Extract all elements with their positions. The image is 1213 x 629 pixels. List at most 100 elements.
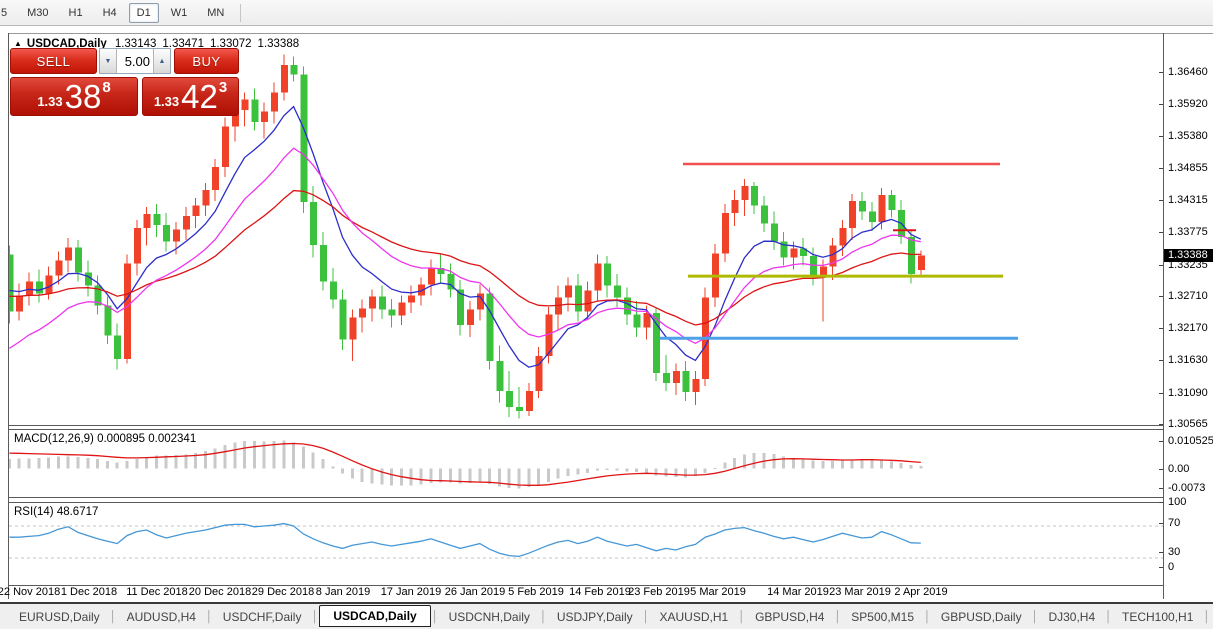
current-price-tag: 1.33388 [1164,248,1213,262]
toolbar-separator [240,3,242,22]
collapse-arrow-icon[interactable]: ▲ [14,39,22,48]
volume-decrease-icon[interactable]: ▼ [100,49,117,73]
timeframe-M30[interactable]: M30 [27,6,49,19]
ohlc-low: 1.33072 [209,38,252,50]
axis-tick [1159,232,1163,234]
chart-tab-USDCAD-Daily[interactable]: USDCAD,Daily [319,604,431,627]
timeframe-5[interactable]: 5 [1,6,8,19]
axis-tick [1159,552,1163,553]
tab-separator: │ [1031,610,1039,623]
chart-tab-USDCHF-Daily[interactable]: USDCHF,Daily [222,609,302,624]
timeframe-W1[interactable]: W1 [170,6,188,19]
pane-splitter-2a[interactable] [8,497,1164,498]
tab-separator: │ [834,610,842,623]
axis-separator-line [1163,33,1164,599]
axis-tick [1159,440,1163,442]
price-axis-label: 1.34315 [1168,194,1208,207]
buy-price-pips: 42 [181,78,218,115]
chart-tab-XAUUSD-H1[interactable]: XAUUSD,H1 [659,609,729,624]
rsi-label: RSI(14) 48.6717 [14,506,99,518]
axis-tick [1159,72,1163,73]
symbol-name: USDCAD,Daily [26,38,107,50]
macd-canvas[interactable] [9,430,1163,497]
price-axis[interactable]: 1.36460 1.35920 1.35380 1.34855 1.34315 1.337… [1159,26,1213,599]
timeframe-H4[interactable]: H4 [102,6,117,19]
axis-tick [1159,392,1163,394]
rsi-line [9,522,921,558]
tab-separator: │ [205,610,213,623]
main-price-canvas[interactable] [9,34,1163,425]
axis-tick [1159,487,1163,489]
pane-splitter-1a[interactable] [8,425,1164,426]
chart-tab-TECH100-H1[interactable]: TECH100,H1 [1122,609,1194,624]
chart-tab-AUDUSD-H4[interactable]: AUDUSD,H4 [126,609,196,624]
price-axis-label: 1.34855 [1168,161,1208,174]
sell-price-panel[interactable]: 1.33 38 8 [10,77,138,116]
buy-price-point: 3 [218,79,228,96]
chart-frame-top [8,33,1213,34]
macd-axis-label: 0.010525 [1168,434,1213,447]
chart-tab-USDCNH-Daily[interactable]: USDCNH,Daily [448,609,530,624]
chart-tab-DJ30-H4[interactable]: DJ30,H4 [1048,609,1096,624]
axis-tick [1159,167,1163,169]
price-axis-label: 1.31090 [1168,386,1208,399]
macd-label: MACD(12,26,9) 0.000895 0.002341 [14,433,197,445]
date-axis-label: 29 Dec 2018 [251,586,315,598]
timeframe-MN[interactable]: MN [207,6,225,19]
chart-area [0,26,1213,602]
date-axis-label: 23 Mar 2019 [829,586,891,598]
ma-fast-blue-line [9,105,922,368]
timeframe-D1[interactable]: D1 [128,2,159,23]
buy-button[interactable]: BUY [174,48,239,74]
tab-separator: │ [109,610,117,623]
chart-tab-USDJPY-Daily[interactable]: USDJPY,Daily [556,609,633,624]
axis-tick [1159,468,1163,470]
price-axis-label: 1.32170 [1168,322,1208,335]
one-click-trade-widget: SELL ▼ ▲ BUY 1.33 38 8 1.33 42 3 [10,48,239,116]
tab-separator: │ [539,610,547,623]
macd-axis-label: 0.00 [1168,462,1190,475]
rsi-canvas[interactable] [9,503,1163,585]
sell-button[interactable]: SELL [10,48,97,74]
axis-tick [1159,136,1163,138]
buy-price-panel[interactable]: 1.33 42 3 [142,77,239,116]
rsi-axis-label: 100 [1168,496,1187,508]
volume-input[interactable] [117,49,153,73]
chart-tab-SP500-M15[interactable]: SP500,M15 [851,609,915,624]
price-axis-label: 1.35920 [1168,98,1208,111]
axis-tick [1159,423,1163,425]
chart-tab-bar: EURUSD,Daily │ AUDUSD,H4 │ USDCHF,Daily │ USDC… [0,602,1213,629]
candles [9,54,925,419]
pane-splitter-1b[interactable] [8,429,1164,430]
price-axis-label: 1.30565 [1168,417,1208,430]
timeframe-H1[interactable]: H1 [68,6,83,19]
date-axis-label: 5 Mar 2019 [690,586,746,598]
axis-tick [1159,360,1163,362]
date-axis-label: 17 Jan 2019 [380,586,442,598]
sell-price-pips: 38 [64,78,102,115]
date-axis-label: 23 Feb 2019 [628,586,690,598]
axis-tick [1159,523,1163,524]
date-axis-label: 14 Mar 2019 [767,586,829,598]
macd-histogram [9,440,923,489]
ma-slow-red-line [9,189,921,326]
sell-price-prefix: 1.33 [37,94,63,109]
volume-increase-icon[interactable]: ▲ [153,49,170,73]
timeframe-toolbar: 5 M30 H1 H4 D1 W1 MN [0,0,1213,26]
ohlc-high: 1.33471 [162,38,204,50]
rsi-axis-label: 0 [1168,561,1175,573]
macd-signal-line [9,442,921,486]
chart-tab-GBPUSD-H4[interactable]: GBPUSD,H4 [755,609,825,624]
chart-tab-GBPUSD-Daily[interactable]: GBPUSD,Daily [940,609,1022,624]
axis-tick [1159,567,1163,568]
date-axis-label: 20 Dec 2018 [188,586,252,598]
date-axis[interactable]: 22 Nov 2018 1 Dec 2018 11 Dec 2018 20 Dec 2… [0,586,1163,599]
date-axis-label: 5 Feb 2019 [508,586,564,598]
chart-tab-EURUSD-Daily[interactable]: EURUSD,Daily [19,609,100,624]
price-axis-label: 1.33775 [1168,226,1208,239]
price-axis-label: 1.36460 [1168,66,1208,78]
pane-splitter-2b[interactable] [8,502,1164,503]
ohlc-close: 1.33388 [257,38,300,50]
date-axis-label: 22 Nov 2018 [0,586,61,598]
date-axis-label: 11 Dec 2018 [126,586,188,598]
